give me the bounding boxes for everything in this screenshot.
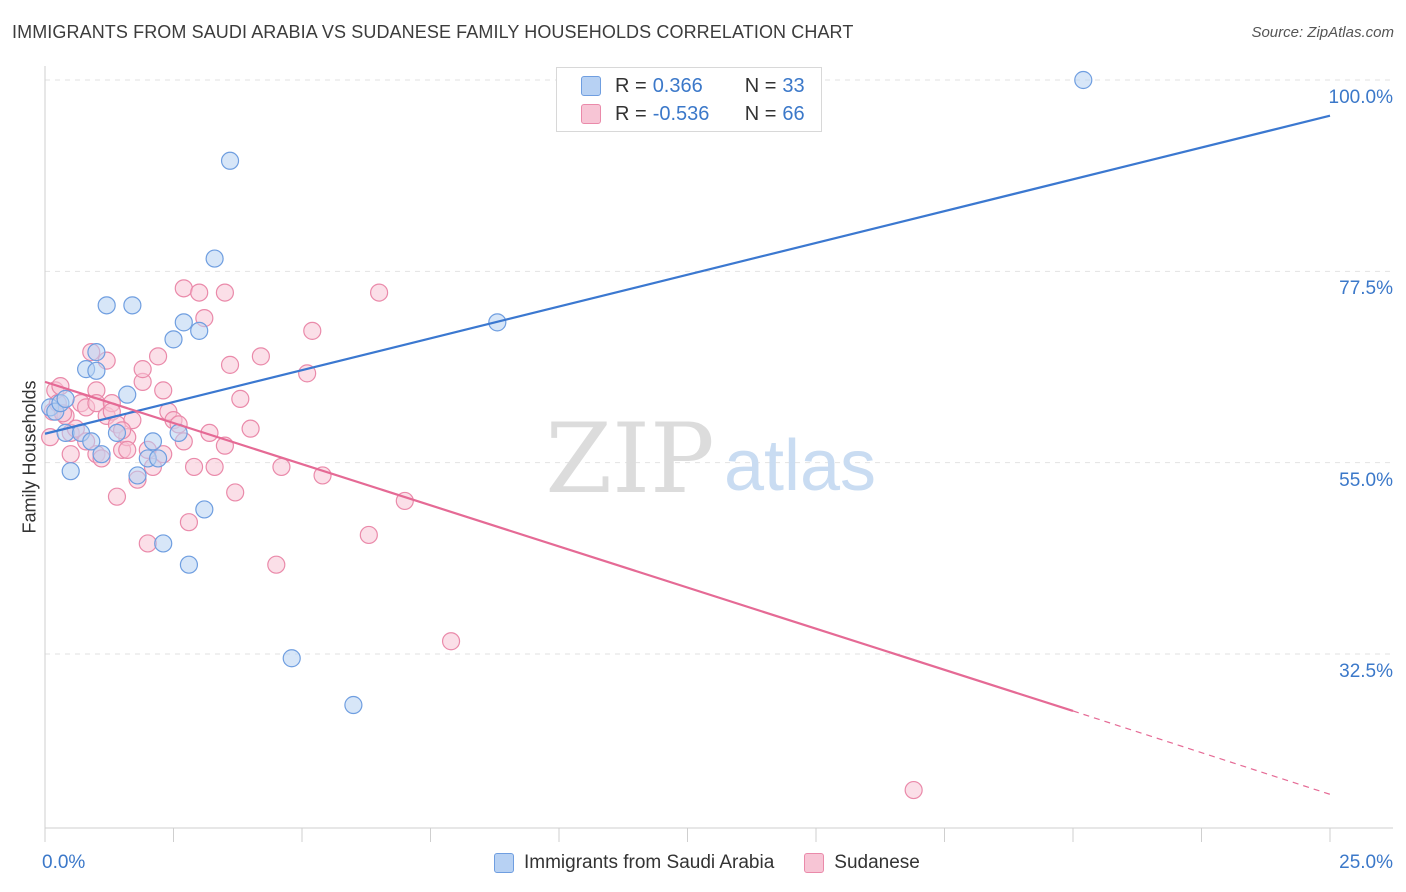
data-point <box>241 419 260 438</box>
series-saudi-points <box>41 70 1093 715</box>
data-point <box>61 462 80 481</box>
data-point <box>87 361 106 380</box>
data-point <box>251 347 270 366</box>
data-point <box>179 513 199 532</box>
stats-legend: R = 0.366 N = 33 R = -0.536 N = 66 <box>556 67 822 132</box>
legend-n-value: 33 <box>782 74 805 97</box>
y-axis-label: Family Households <box>19 380 40 534</box>
data-point <box>154 381 173 400</box>
x-tick-label-min: 0.0% <box>42 852 86 873</box>
legend-swatch-blue <box>581 76 601 96</box>
data-point <box>138 534 157 553</box>
y-tick-label: 100.0% <box>1328 87 1393 108</box>
data-point <box>226 483 245 502</box>
data-point <box>359 525 378 545</box>
legend-r-value: -0.536 <box>652 102 710 125</box>
data-point <box>133 360 152 379</box>
data-point <box>118 440 137 460</box>
data-point <box>1074 70 1093 90</box>
data-point <box>231 389 250 408</box>
chart-title: IMMIGRANTS FROM SAUDI ARABIA VS SUDANESE… <box>12 22 854 42</box>
data-point <box>154 534 173 553</box>
data-point <box>123 296 142 315</box>
data-point <box>179 555 199 574</box>
data-point <box>82 432 101 451</box>
data-point <box>272 457 291 477</box>
data-point <box>190 321 209 340</box>
legend-n-label: N = <box>744 74 777 97</box>
legend-swatch-saudi <box>494 853 514 873</box>
data-point <box>205 249 224 268</box>
legend-r-label: R = <box>615 74 647 97</box>
trend-line-sudanese <box>44 380 1074 713</box>
trend-line-saudi <box>44 114 1331 435</box>
grid-lines <box>45 79 1393 655</box>
data-point <box>370 283 389 302</box>
trend-lines <box>44 114 1331 795</box>
watermark: ZIP atlas <box>545 403 876 515</box>
data-point <box>107 423 127 443</box>
data-point <box>220 151 240 170</box>
data-point <box>220 355 240 374</box>
legend-swatch-pink <box>581 104 601 124</box>
data-point <box>174 313 193 332</box>
data-point <box>441 632 461 651</box>
data-point <box>205 457 224 477</box>
legend-r-label: R = <box>615 102 647 125</box>
data-point <box>184 457 204 477</box>
data-point <box>164 330 183 349</box>
data-point <box>92 445 111 464</box>
data-point <box>174 279 193 298</box>
data-point <box>148 347 168 366</box>
data-point <box>97 296 116 315</box>
data-point <box>128 466 147 485</box>
legend-row-blue: R = 0.366 N = 33 <box>581 73 805 99</box>
watermark-atlas: atlas <box>724 426 876 506</box>
legend-n-label: N = <box>744 102 777 125</box>
legend-row-pink: R = -0.536 N = 66 <box>581 101 805 127</box>
y-tick-label: 77.5% <box>1339 278 1393 300</box>
data-point <box>267 555 286 574</box>
legend-label-sudanese: Sudanese <box>834 852 920 873</box>
data-point <box>303 321 322 340</box>
data-point <box>282 649 301 668</box>
legend-swatch-sudanese <box>804 853 825 873</box>
y-tick-label: 32.5% <box>1339 661 1393 682</box>
y-tick-label: 55.0% <box>1339 469 1393 491</box>
legend-n-value: 66 <box>782 102 805 125</box>
data-point <box>118 385 137 404</box>
trend-line-sudanese-extrapolated <box>1072 710 1331 795</box>
legend-item-saudi[interactable]: Immigrants from Saudi Arabia <box>494 852 774 874</box>
data-point <box>195 500 214 519</box>
data-point <box>61 445 80 464</box>
data-point <box>56 389 75 408</box>
data-point <box>107 487 127 506</box>
data-point <box>143 432 163 451</box>
x-tick-label-max: 25.0% <box>1339 852 1393 873</box>
data-point <box>190 283 209 302</box>
data-point <box>215 283 234 302</box>
series-sudanese-points <box>41 279 923 800</box>
watermark-zip: ZIP <box>545 403 714 515</box>
legend-item-sudanese[interactable]: Sudanese <box>804 852 920 874</box>
legend-label-saudi: Immigrants from Saudi Arabia <box>524 852 775 873</box>
data-point <box>904 780 923 800</box>
data-point <box>344 695 363 715</box>
source-label: Source: ZipAtlas.com <box>1251 24 1394 41</box>
data-point <box>87 343 106 362</box>
data-point <box>148 449 168 468</box>
series-legend: Immigrants from Saudi Arabia Sudanese <box>494 852 950 874</box>
axes <box>44 66 1393 842</box>
legend-r-value: 0.366 <box>652 74 703 97</box>
